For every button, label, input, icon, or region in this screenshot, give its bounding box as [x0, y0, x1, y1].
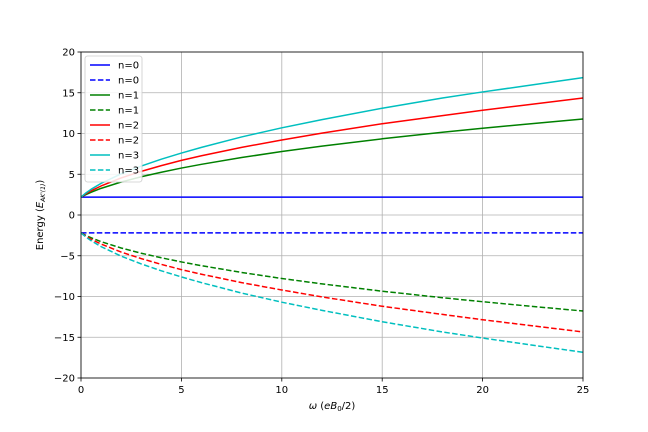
y-tick-label: −15 [54, 333, 75, 344]
x-tick-label: 0 [78, 385, 84, 396]
y-tick-label: −20 [54, 374, 75, 385]
legend-label: n=2 [118, 136, 139, 147]
y-tick-label: −10 [54, 292, 75, 303]
legend-box [84, 55, 143, 183]
x-tick-label: 20 [476, 385, 489, 396]
legend-label: n=2 [118, 121, 139, 132]
y-tick-label: −5 [60, 251, 75, 262]
y-axis-label: Energy (EAK'(1)) [35, 180, 47, 251]
legend-label: n=1 [118, 91, 139, 102]
y-tick-label: 15 [62, 88, 75, 99]
y-tick-label: 5 [69, 170, 75, 181]
series-line-4 [80, 97, 584, 198]
series-line-5 [80, 232, 584, 333]
x-tick-label: 25 [577, 385, 590, 396]
legend-label: n=3 [118, 151, 139, 162]
legend-label: n=3 [118, 166, 139, 177]
legend-label: n=0 [118, 76, 139, 87]
series-line-2 [80, 118, 584, 198]
y-tick-label: 0 [69, 211, 75, 222]
legend: n=0 n=0 n=1 n=1 n=2 n=2 n=3 n=3 [84, 55, 143, 183]
y-tick-label: 20 [62, 48, 75, 59]
axis-ticks: 0 5 10 15 20 25 −20 −15 −10 −5 0 5 10 15 20 [54, 48, 589, 397]
legend-label: n=1 [118, 106, 139, 117]
x-tick-label: 10 [275, 385, 288, 396]
y-tick-label: 10 [62, 129, 75, 140]
x-tick-label: 5 [178, 385, 184, 396]
series-layer [80, 76, 584, 354]
x-tick-label: 15 [376, 385, 389, 396]
legend-label: n=0 [118, 61, 139, 72]
x-axis-label: ω (eB0/2) [309, 401, 356, 413]
series-line-6 [80, 76, 584, 198]
series-line-3 [80, 232, 584, 312]
series-line-7 [80, 232, 584, 354]
